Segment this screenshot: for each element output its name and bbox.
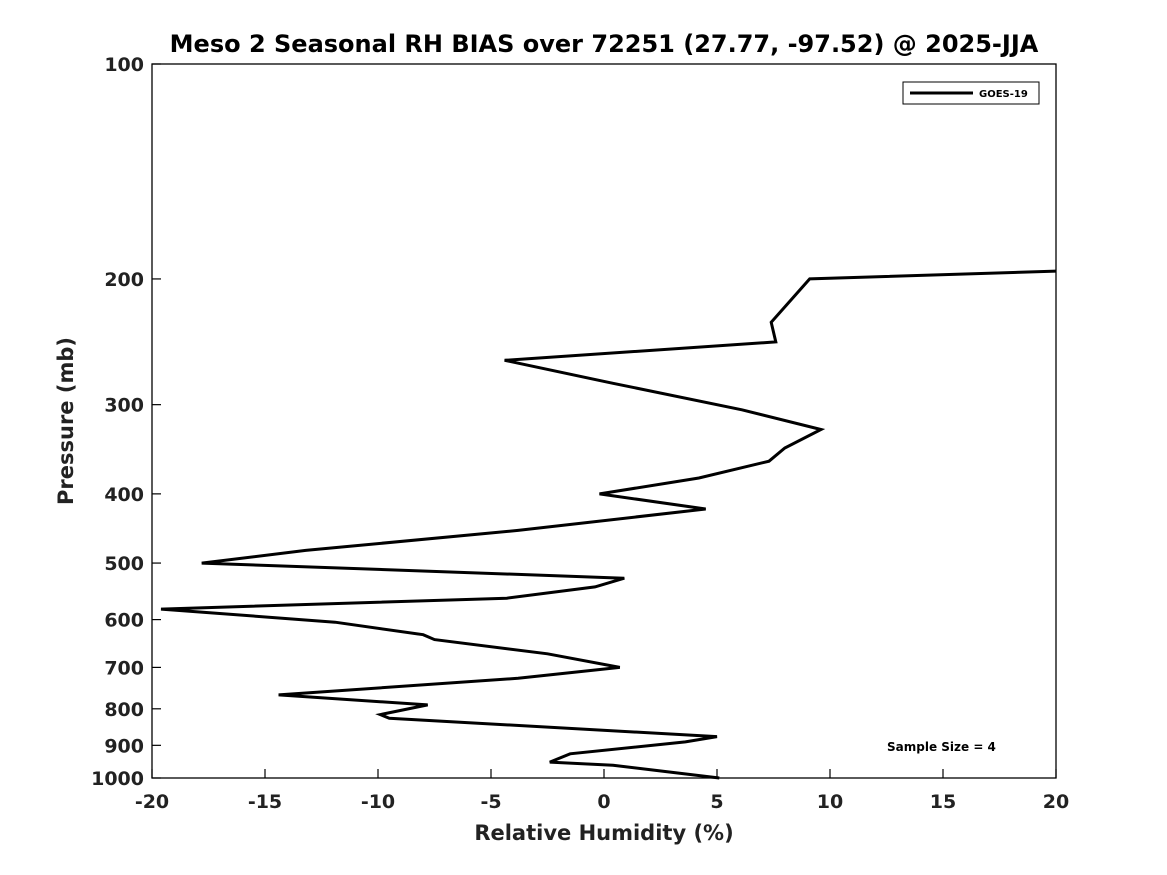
y-tick-label: 500: [104, 553, 144, 575]
y-tick-label: 400: [104, 484, 144, 506]
y-tick-label: 300: [104, 395, 144, 417]
x-tick-label: 15: [930, 791, 956, 813]
y-axis: 100 200 300 400 500 600 700 800 900 1000: [91, 54, 161, 790]
y-tick-label: 1000: [91, 768, 144, 790]
x-axis: -20 -15 -10 -5 0 5 10 15 20: [135, 769, 1069, 813]
x-axis-label: Relative Humidity (%): [474, 821, 733, 845]
plot-area-frame: [151, 63, 1057, 779]
y-tick-label: 100: [104, 54, 144, 76]
chart-title: Meso 2 Seasonal RH BIAS over 72251 (27.7…: [170, 30, 1039, 58]
y-axis-label: Pressure (mb): [54, 337, 78, 505]
y-tick-label: 700: [104, 657, 144, 679]
x-tick-label: -20: [135, 791, 169, 813]
x-tick-label: 20: [1043, 791, 1069, 813]
x-tick-label: -5: [480, 791, 501, 813]
x-tick-label: 0: [597, 791, 610, 813]
y-tick-label: 200: [104, 269, 144, 291]
x-tick-label: 10: [817, 791, 843, 813]
sample-size-annotation: Sample Size = 4: [887, 740, 996, 754]
y-tick-label: 800: [104, 699, 144, 721]
y-tick-label: 900: [104, 735, 144, 757]
x-tick-label: -15: [248, 791, 282, 813]
x-tick-label: -10: [361, 791, 395, 813]
series-line-goes-19: [160, 269, 1057, 780]
legend: GOES-19: [902, 81, 1040, 105]
x-tick-label: 5: [710, 791, 723, 813]
y-tick-label: 600: [104, 610, 144, 632]
legend-label: GOES-19: [979, 89, 1028, 100]
